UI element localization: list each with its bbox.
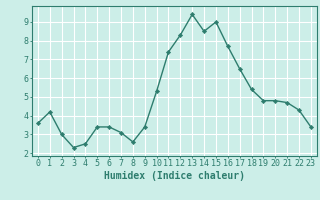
X-axis label: Humidex (Indice chaleur): Humidex (Indice chaleur) — [104, 171, 245, 181]
